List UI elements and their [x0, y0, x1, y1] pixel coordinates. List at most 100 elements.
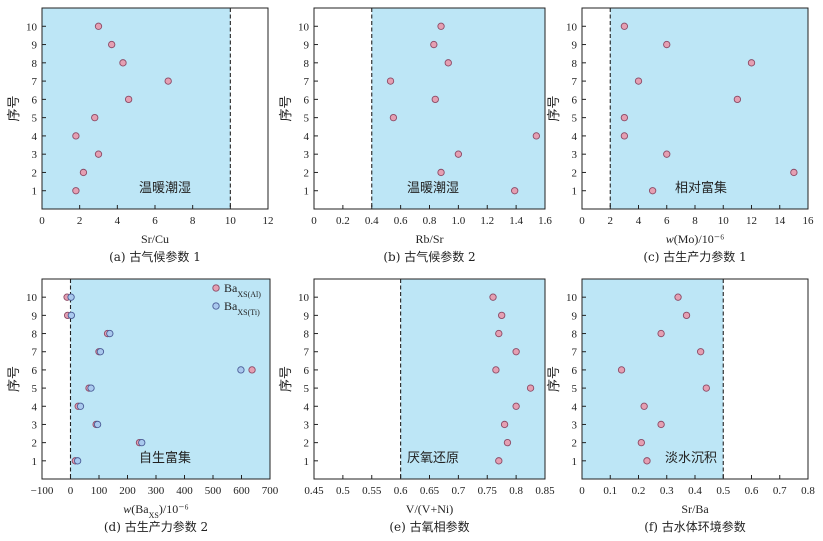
y-tick-label: 9: [32, 310, 38, 322]
y-tick-label: 9: [304, 40, 310, 52]
x-tick-label: 2: [77, 215, 83, 227]
y-axis-label: 序号: [7, 366, 22, 392]
data-point: [94, 150, 103, 158]
data-point: [617, 366, 626, 374]
data-point: [444, 59, 452, 67]
panel-caption: (d) 古生产力参数 2: [104, 519, 208, 534]
y-tick-label: 9: [304, 310, 310, 322]
region-annotation: 温暖潮湿: [139, 181, 191, 196]
data-point: [87, 384, 95, 392]
y-tick-label: 3: [572, 419, 578, 431]
data-point: [248, 366, 256, 374]
x-tick-label: 0: [311, 215, 317, 227]
legend-marker: [212, 284, 220, 292]
data-point: [648, 187, 657, 195]
data-point: [697, 348, 705, 356]
data-point: [72, 187, 80, 195]
x-tick-label: 0.8: [423, 215, 437, 227]
panel-caption: (b) 古气候参数 2: [383, 249, 475, 264]
x-tick-label: 16: [803, 215, 815, 227]
x-tick-label: 4: [636, 215, 642, 227]
x-axis-label: w(BaXS)/10⁻⁶: [123, 502, 188, 520]
data-point: [620, 132, 629, 140]
y-tick-label: 7: [572, 347, 578, 359]
y-tick-label: 10: [566, 21, 578, 33]
x-tick-label: 400: [176, 485, 193, 497]
y-tick-label: 9: [572, 310, 578, 322]
data-point: [526, 384, 535, 392]
y-tick-label: 3: [304, 149, 310, 161]
y-tick-label: 2: [32, 438, 38, 450]
y-tick-label: 1: [304, 186, 310, 198]
data-point: [733, 95, 742, 104]
x-tick-label: 8: [692, 215, 698, 227]
shaded-region: [371, 8, 545, 209]
data-point: [430, 40, 438, 49]
y-tick-label: 9: [32, 40, 38, 52]
x-tick-label: 1.0: [452, 215, 466, 227]
y-tick-label: 1: [304, 456, 310, 468]
data-point: [640, 402, 648, 410]
x-tick-label: 0: [579, 485, 585, 497]
data-point: [106, 329, 114, 338]
data-point: [73, 457, 82, 465]
x-tick-label: 0.45: [304, 485, 324, 497]
y-tick-label: 3: [304, 419, 310, 431]
x-axis-label: w(Mo)/10⁻⁶: [666, 232, 725, 246]
data-point: [512, 348, 520, 356]
data-point: [682, 311, 691, 320]
data-point: [503, 438, 512, 447]
x-tick-label: 0.75: [478, 485, 498, 497]
data-point: [747, 59, 756, 67]
data-point: [119, 59, 127, 67]
y-tick-label: 1: [572, 186, 578, 198]
x-axis-label: V/(V+Ni): [406, 502, 453, 516]
data-point: [108, 40, 116, 49]
x-tick-label: 0.7: [452, 485, 466, 497]
data-point: [702, 384, 710, 392]
x-tick-label: 100: [91, 485, 108, 497]
y-axis-label: 序号: [547, 95, 562, 121]
x-tick-label: 12: [263, 215, 274, 227]
data-point: [67, 293, 75, 301]
y-tick-label: 2: [304, 438, 310, 450]
shaded-region: [42, 8, 231, 209]
shaded-region: [610, 8, 808, 209]
x-tick-label: 0: [68, 485, 74, 497]
y-tick-label: 1: [32, 186, 38, 198]
x-axis-label: Sr/Cu: [141, 232, 169, 246]
y-tick-label: 4: [304, 401, 310, 413]
x-tick-label: 0.2: [632, 485, 646, 497]
data-point: [643, 457, 651, 465]
x-tick-label: 0.8: [801, 485, 815, 497]
x-tick-label: 300: [148, 485, 165, 497]
data-point: [94, 22, 103, 30]
data-point: [489, 293, 497, 301]
x-axis-label: Rb/Sr: [415, 232, 443, 246]
y-axis-label: 序号: [279, 95, 294, 121]
y-tick-label: 1: [572, 456, 578, 468]
y-tick-label: 2: [32, 167, 38, 179]
data-point: [164, 77, 172, 85]
y-tick-label: 8: [304, 58, 310, 70]
region-annotation: 相对富集: [675, 180, 727, 196]
chart-panel-4: −100 0 100 200 300 400 500 600 700 1 2 3 4 5 6 7 8 9 10 序号 w…: [7, 278, 279, 534]
y-tick-label: 7: [572, 76, 578, 88]
data-point: [620, 113, 629, 122]
y-tick-label: 7: [304, 76, 310, 88]
x-tick-label: 600: [233, 485, 250, 497]
data-point: [138, 438, 146, 447]
data-point: [663, 40, 671, 49]
y-tick-label: 5: [304, 113, 310, 125]
y-tick-label: 4: [32, 401, 38, 413]
y-tick-label: 8: [572, 329, 578, 341]
x-tick-label: 1.4: [509, 215, 523, 227]
y-tick-label: 3: [572, 149, 578, 161]
y-tick-label: 2: [572, 167, 578, 179]
y-tick-label: 6: [32, 365, 38, 377]
x-tick-label: 2: [608, 215, 614, 227]
data-point: [67, 311, 76, 320]
y-tick-label: 8: [32, 58, 38, 70]
x-tick-label: 200: [119, 485, 136, 497]
